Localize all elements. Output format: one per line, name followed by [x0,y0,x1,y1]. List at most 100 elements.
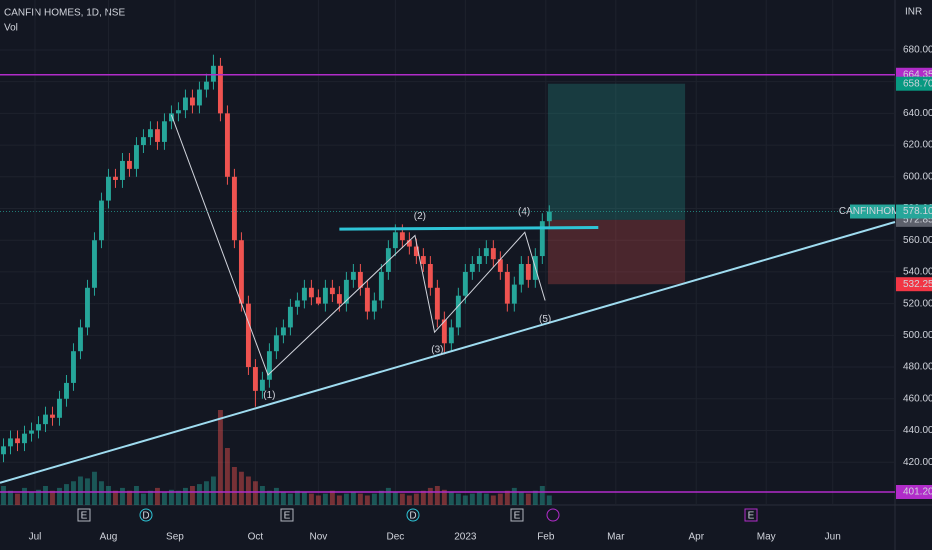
candle-body [217,65,223,114]
event-label: E [748,511,755,522]
volume-bar [469,493,475,505]
candle-body [259,379,265,391]
candle-body [161,121,167,142]
candle-body [92,240,97,288]
volume-bar [406,495,412,505]
candle-body [57,398,62,418]
event-icon [546,508,560,522]
candle-body [85,287,90,328]
candle-body [196,89,202,106]
volume-bar [343,493,349,505]
candle-body [175,110,181,114]
x-tick-label: Apr [688,532,704,543]
position-tag [896,277,932,292]
candle-body [448,327,454,344]
volume-bar [120,487,125,505]
volume-bar [50,490,55,505]
candle-body [50,414,55,418]
volume-bar [210,476,216,505]
volume-bar [392,491,398,505]
candle-body [315,297,321,304]
candle-body [29,430,34,434]
candle-body [189,97,195,106]
candle-body [78,327,83,352]
candle-body [406,240,412,247]
x-tick-label: Nov [309,532,327,543]
y-tick-label: 640.00 [903,108,932,119]
volume-bar [161,491,167,505]
candle-body [245,303,251,368]
x-tick-label: Dec [386,532,404,543]
candle-body [224,113,230,177]
volume-bar [189,486,195,505]
volume-bar [8,490,13,505]
candle-body [106,176,111,201]
wave-label: (1) [263,390,275,401]
volume-bar [245,476,251,505]
volume-bar [336,495,342,505]
candle-body [392,232,398,249]
volume-bar [127,490,132,505]
volume-bar [252,481,258,505]
volume-bar [483,493,489,505]
volume-bar [308,493,314,505]
volume-bar [57,487,62,505]
candle-body [336,294,342,304]
x-tick-label: May [757,532,776,543]
symbol-tag [850,204,895,219]
volume-bar [99,481,104,505]
y-tick-label: 600.00 [903,171,932,182]
volume-bar [154,487,160,505]
event-label: D [409,511,416,522]
volume-bar [259,486,265,505]
candle-body [455,295,461,328]
volume-bar [266,490,272,505]
candle-body [308,287,314,298]
candle-body [357,271,363,288]
profit-zone [547,83,686,220]
candle-body [434,287,440,320]
volume-bar [497,493,503,505]
volume-bar [532,490,538,505]
volume-bar [148,490,153,505]
candle-body [203,81,209,90]
y-tick-label: 460.00 [903,393,932,404]
y-tick-label: 440.00 [903,425,932,436]
volume-bar [378,490,384,505]
y-tick-label: 560.00 [903,235,932,246]
volume-bar [413,493,419,505]
candle-body [476,256,482,264]
candle-body [168,113,174,122]
volume-bar [175,490,181,505]
candle-body [15,438,20,444]
event-label: E [284,511,291,522]
volume-bar [71,481,76,505]
candle-body [504,271,510,304]
y-tick-label: 540.00 [903,267,932,278]
volume-bar [113,490,118,505]
last-price-label: 578.10 [903,206,932,217]
candle-body [322,287,328,304]
candle-body [483,248,489,257]
candle-body [231,176,237,241]
volume-bar [134,486,139,505]
position-label: 572.85 [903,214,932,225]
volume-bar [525,493,531,505]
currency: INR [905,7,922,18]
candle-body [329,287,335,295]
candle-body [64,382,69,399]
volume-bar [448,491,454,505]
candle-body [141,137,146,146]
candle-body [518,263,524,285]
candle-body [420,256,426,264]
level-tag [896,484,932,499]
volume-bar [315,495,321,505]
last-price-tag [896,204,932,219]
candle-body [8,438,13,447]
level-label: 664.35 [903,69,932,80]
candle-body [371,300,377,312]
volume-bar [294,490,300,505]
volume-bar [518,491,524,505]
volume-bar [546,495,552,505]
volume-bar [43,486,48,505]
